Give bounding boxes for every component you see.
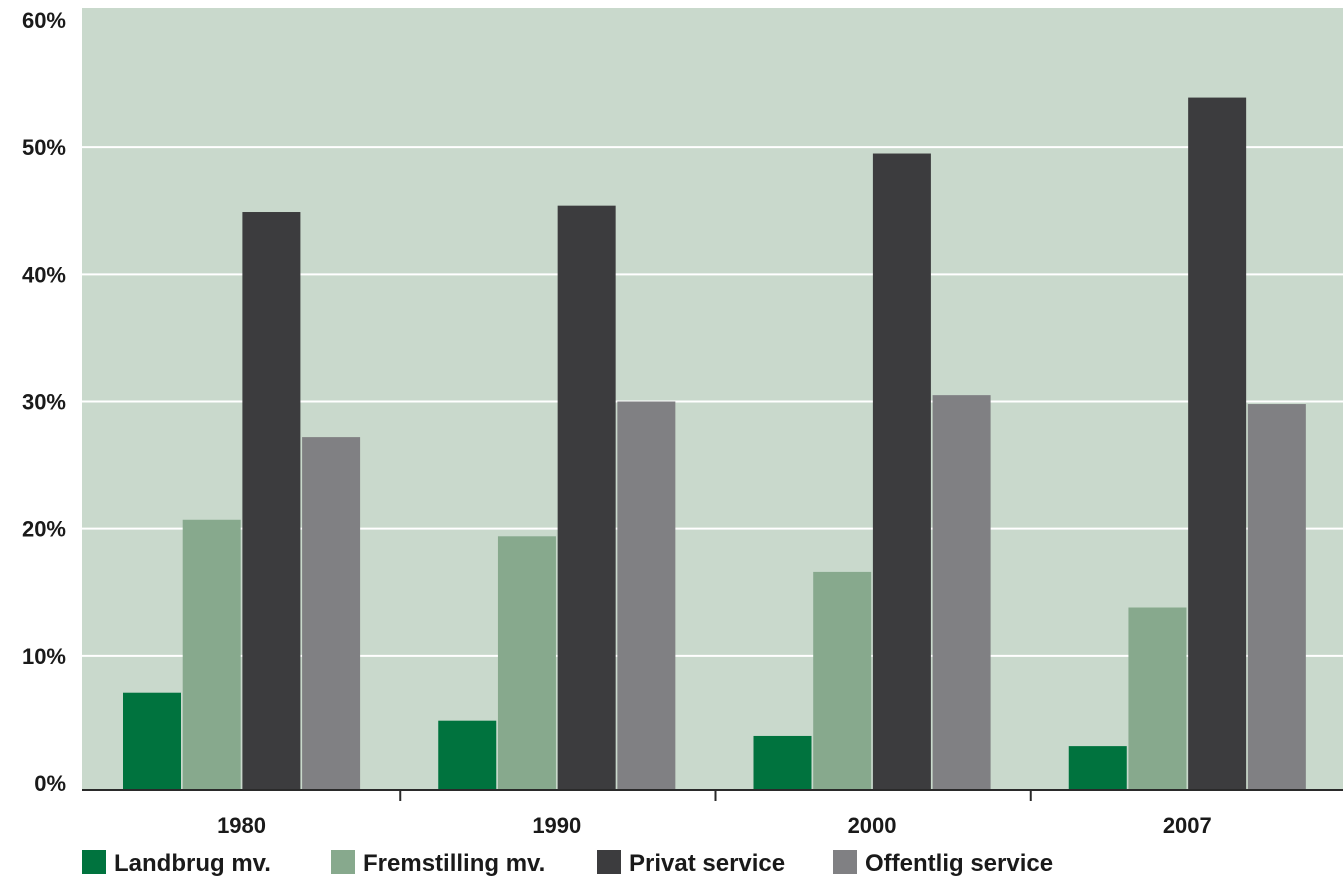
bars — [123, 97, 1306, 791]
legend-label: Landbrug mv. — [114, 850, 271, 877]
bar-landbrug-mv-1990 — [438, 720, 497, 790]
x-tick-label: 1990 — [532, 813, 581, 838]
y-tick-label: 0% — [34, 771, 66, 796]
y-axis-labels: 0% 10% 20% 30% 40% 50% 60% — [22, 8, 66, 796]
legend-swatch — [597, 850, 621, 874]
bar-privat-service-1990 — [557, 205, 616, 790]
legend: Landbrug mv. Fremstilling mv. Privat servi… — [82, 850, 1053, 877]
bar-fremstilling-mv-1980 — [182, 519, 241, 790]
legend-label: Offentlig service — [865, 850, 1053, 877]
legend-label: Fremstilling mv. — [363, 850, 545, 877]
x-axis-ticks — [399, 790, 1032, 801]
bar-offentlig-service-2000 — [932, 395, 991, 790]
bar-offentlig-service-1980 — [302, 437, 361, 790]
legend-swatch — [82, 850, 106, 874]
bar-offentlig-service-1990 — [617, 401, 676, 790]
bar-fremstilling-mv-2007 — [1128, 607, 1187, 790]
bar-landbrug-mv-2000 — [753, 735, 812, 790]
bar-fremstilling-mv-2000 — [813, 571, 872, 790]
legend-label: Privat service — [629, 850, 785, 877]
legend-swatch — [331, 850, 355, 874]
y-tick-label: 60% — [22, 8, 66, 33]
bar-privat-service-2007 — [1188, 97, 1247, 791]
legend-swatch — [833, 850, 857, 874]
y-tick-label: 10% — [22, 644, 66, 669]
y-tick-label: 40% — [22, 262, 66, 287]
bar-privat-service-2000 — [872, 153, 931, 790]
y-tick-label: 30% — [22, 390, 66, 415]
x-axis-labels: 1980 1990 2000 2007 — [217, 813, 1212, 838]
x-tick-label: 2000 — [848, 813, 897, 838]
y-tick-label: 20% — [22, 517, 66, 542]
bar-privat-service-1980 — [242, 212, 301, 790]
bar-landbrug-mv-2007 — [1068, 746, 1127, 790]
bar-offentlig-service-2007 — [1247, 404, 1306, 790]
x-tick-label: 1980 — [217, 813, 266, 838]
bar-fremstilling-mv-1990 — [497, 536, 556, 790]
x-tick-label: 2007 — [1163, 813, 1212, 838]
y-tick-label: 50% — [22, 135, 66, 160]
bar-landbrug-mv-1980 — [123, 692, 181, 790]
